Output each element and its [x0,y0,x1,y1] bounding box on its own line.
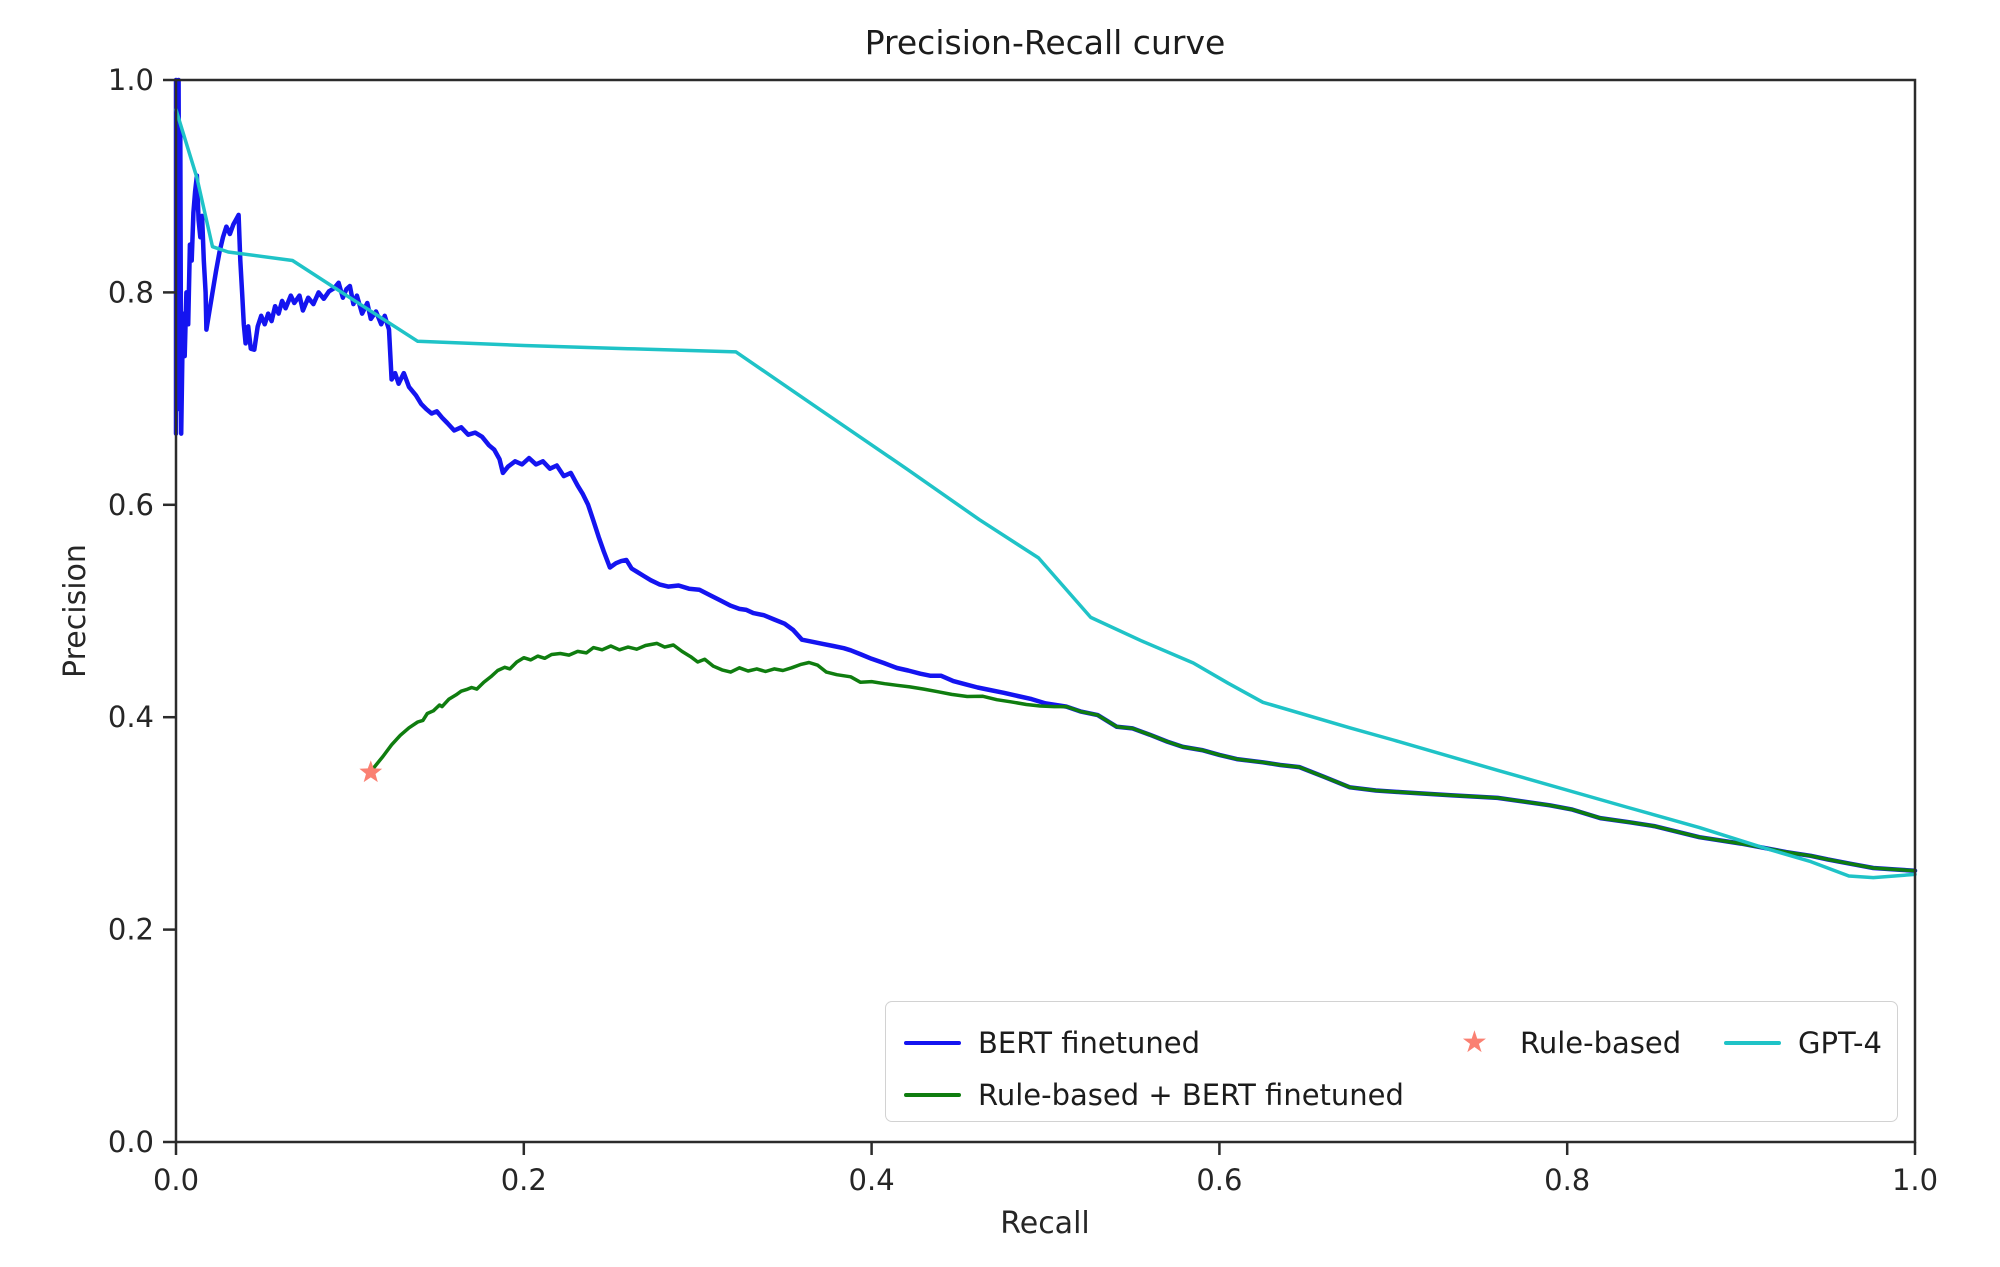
y-tick-label-0.4: 0.4 [108,700,154,734]
x-axis-label: Recall [1000,1206,1090,1241]
legend-item-rule-based-bert-finetuned: Rule-based + BERT finetuned [904,1076,1404,1114]
legend-label: BERT finetuned [978,1026,1201,1060]
legend-item-rule-based: ★ Rule-based [1446,1024,1681,1062]
x-tick-label-1.0: 1.0 [1892,1163,1938,1197]
y-tick-label-0.8: 0.8 [108,275,154,309]
series-gpt-4-line [174,107,1917,880]
plot-area-border [174,78,1917,1144]
legend-label: Rule-based + BERT finetuned [978,1078,1404,1112]
legend-label: Rule-based [1520,1026,1682,1060]
x-axis-ticks: 0.0 0.2 0.4 0.6 0.8 1.0 [153,1142,1938,1197]
y-axis-label: Precision [58,544,93,678]
y-axis-ticks: 0.0 0.2 0.4 0.6 0.8 1.0 [108,63,176,1159]
star-marker-icon: ★ [1461,1025,1488,1060]
legend-item-gpt-4: GPT-4 [1724,1024,1882,1062]
curves-group [173,77,1918,880]
y-tick-label-0.2: 0.2 [108,913,154,947]
x-tick-label-0.2: 0.2 [501,1163,547,1197]
y-tick-label-1.0: 1.0 [108,63,154,97]
chart-title: Precision-Recall curve [865,23,1226,62]
y-tick-label-0.6: 0.6 [108,488,154,522]
legend-item-bert-finetuned: BERT finetuned [904,1024,1200,1062]
legend: BERT finetuned Rule-based + BERT finetune… [885,1001,1898,1122]
series-rule-based-star-marker [359,760,383,783]
y-tick-label-0.0: 0.0 [108,1125,154,1159]
series-rule-based-bert-finetuned-line [368,641,1917,873]
x-tick-label-0.4: 0.4 [849,1163,895,1197]
line-swatch-icon [904,1093,961,1097]
line-swatch-icon [1724,1041,1781,1045]
legend-label: GPT-4 [1798,1026,1882,1060]
line-swatch-icon [904,1041,961,1045]
x-tick-label-0.0: 0.0 [153,1163,199,1197]
x-tick-label-0.6: 0.6 [1196,1163,1242,1197]
x-tick-label-0.8: 0.8 [1544,1163,1590,1197]
